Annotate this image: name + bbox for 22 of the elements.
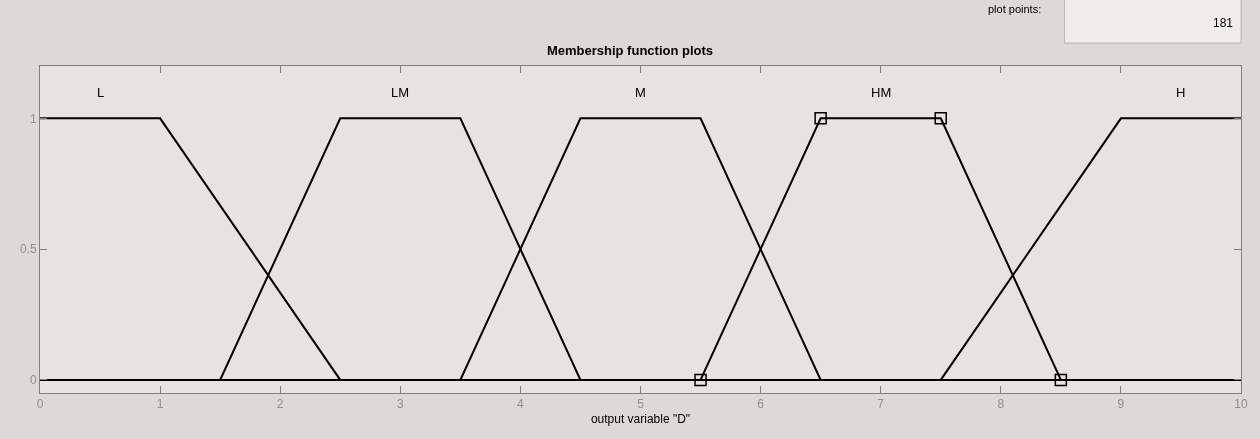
- series-label: M: [635, 85, 646, 100]
- y-tick-label: 0.5: [19, 242, 37, 257]
- x-tick-label: 7: [877, 397, 885, 412]
- series-label: LM: [391, 85, 410, 100]
- x-tick-label: 8: [997, 397, 1005, 412]
- x-tick-label: 10: [1234, 397, 1248, 412]
- series-label: HM: [871, 85, 892, 100]
- text: plot points:: [988, 3, 1042, 15]
- series-label: L: [97, 85, 105, 100]
- x-tick-label: 9: [1117, 397, 1125, 412]
- x-tick-label: 2: [276, 397, 284, 412]
- text: 181: [1213, 16, 1234, 30]
- x-tick-label: 6: [757, 397, 765, 412]
- y-tick-label: 1: [29, 111, 37, 126]
- x-tick-label: 5: [637, 397, 645, 412]
- series-label: H: [1176, 85, 1186, 100]
- x-tick-label: 4: [517, 397, 525, 412]
- y-tick-label: 0: [29, 373, 37, 388]
- x-tick-label: 3: [396, 397, 404, 412]
- chart-title: Membership function plots: [546, 42, 714, 58]
- x-axis-title: output variable "D": [590, 412, 691, 427]
- x-tick-label: 1: [156, 397, 164, 412]
